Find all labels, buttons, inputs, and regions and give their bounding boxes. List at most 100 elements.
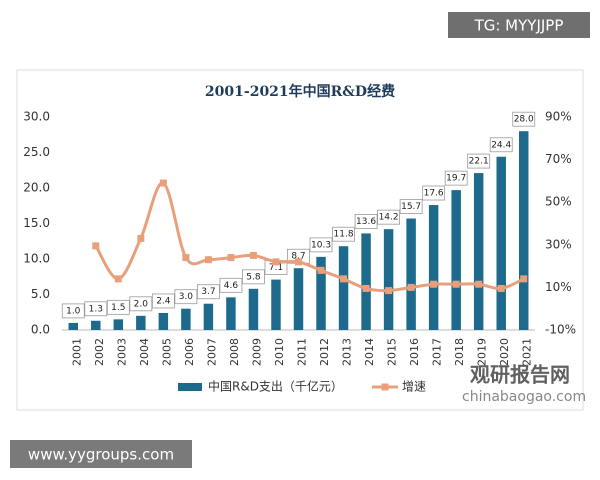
value-label: 24.4 (491, 140, 511, 150)
line-marker (249, 251, 257, 259)
value-label: 3.7 (201, 287, 215, 297)
value-label-box (61, 303, 85, 319)
value-label-box (332, 226, 355, 242)
watermark: www.yygroups.com (28, 446, 174, 464)
value-label: 8.7 (291, 252, 305, 262)
value-label-box (151, 293, 175, 309)
y2-tick-label: 90% (545, 110, 572, 124)
value-label: 5.8 (246, 272, 261, 282)
x-tick-label: 2020 (498, 338, 511, 366)
x-tick-label: 2004 (138, 338, 151, 366)
x-tick-label: 2005 (160, 338, 173, 366)
bar (406, 218, 416, 330)
watermark-box (10, 440, 192, 468)
bar (271, 279, 281, 330)
y-tick-label: 5.0 (31, 287, 50, 301)
value-label: 17.6 (424, 189, 444, 199)
bar (519, 131, 529, 330)
value-label-box (242, 269, 265, 285)
x-tick-label: 2010 (273, 338, 286, 366)
x-tick-label: 2009 (250, 338, 263, 366)
value-label-box (467, 153, 491, 169)
x-tick-label: 2011 (296, 338, 309, 366)
line-marker (340, 275, 348, 283)
bar (68, 322, 78, 330)
x-tick-label: 2002 (93, 338, 106, 366)
line-marker (137, 234, 145, 242)
legend-label: 增速 (402, 380, 426, 394)
value-label: 28.0 (514, 115, 534, 125)
value-label-box (174, 289, 198, 305)
value-label-box (84, 301, 108, 317)
line-marker (182, 254, 190, 262)
bar (451, 190, 461, 330)
line-marker (272, 258, 280, 266)
value-label-box (422, 185, 446, 201)
value-label-box (197, 284, 220, 300)
legend-label: 中国R&D支出（千亿元） (208, 379, 343, 394)
y-tick-label: 15.0 (23, 216, 50, 230)
value-label: 14.2 (379, 213, 399, 223)
value-label-box (309, 237, 333, 253)
y2-tick-label: 70% (545, 152, 572, 166)
bar (316, 256, 326, 330)
bar (181, 308, 191, 330)
y-tick-label: 30.0 (23, 110, 50, 124)
bar (226, 297, 236, 330)
y2-tick-label: 10% (545, 280, 572, 294)
brand-watermark: 观研报告网 (470, 363, 570, 387)
x-tick-label: 2008 (228, 338, 241, 366)
value-label: 1.3 (89, 304, 103, 314)
line-marker (430, 280, 438, 288)
bar (383, 229, 394, 330)
line-marker (204, 256, 212, 264)
line-marker (475, 280, 483, 288)
x-tick-label: 2006 (183, 338, 196, 366)
x-tick-label: 2015 (386, 338, 399, 366)
value-label: 2.4 (156, 296, 171, 306)
value-label: 15.7 (401, 202, 421, 212)
value-label-box (399, 199, 423, 214)
chart-panel (16, 69, 584, 411)
x-tick-label: 2003 (115, 338, 128, 366)
line-marker (407, 283, 415, 291)
bar (158, 312, 169, 330)
value-label: 13.6 (356, 217, 376, 227)
value-label-box (219, 277, 243, 293)
value-label: 1.0 (66, 306, 81, 316)
legend-swatch (178, 383, 202, 391)
line-marker (362, 284, 370, 292)
value-label-box (489, 137, 513, 153)
bar (203, 303, 214, 330)
y-tick-label: 25.0 (23, 145, 50, 159)
line-marker (497, 284, 505, 292)
watermark: TG: MYYJJPP (474, 17, 564, 35)
bar (91, 320, 101, 330)
value-label: 1.5 (111, 303, 125, 313)
bar (113, 319, 124, 330)
line-marker (317, 266, 325, 274)
x-tick-label: 2016 (408, 338, 421, 366)
line-marker (159, 179, 167, 187)
value-label: 7.1 (269, 263, 283, 273)
bar (248, 288, 259, 330)
value-label: 11.8 (334, 230, 354, 240)
value-label-box (354, 214, 378, 229)
x-tick-label: 2021 (521, 338, 534, 366)
watermark-box (448, 12, 590, 38)
x-tick-label: 2013 (341, 338, 354, 366)
value-label: 2.0 (134, 299, 149, 309)
y2-tick-label: 50% (545, 195, 572, 209)
bar (496, 156, 506, 330)
value-label: 22.1 (469, 157, 489, 167)
line-marker (452, 280, 460, 288)
line-marker (92, 242, 100, 250)
x-tick-label: 2017 (431, 338, 444, 366)
line-marker (227, 254, 235, 262)
y-tick-label: 0.0 (31, 323, 50, 337)
bar (293, 268, 304, 330)
bar (361, 233, 371, 330)
value-label: 4.6 (224, 281, 239, 291)
value-label-box (129, 296, 153, 312)
